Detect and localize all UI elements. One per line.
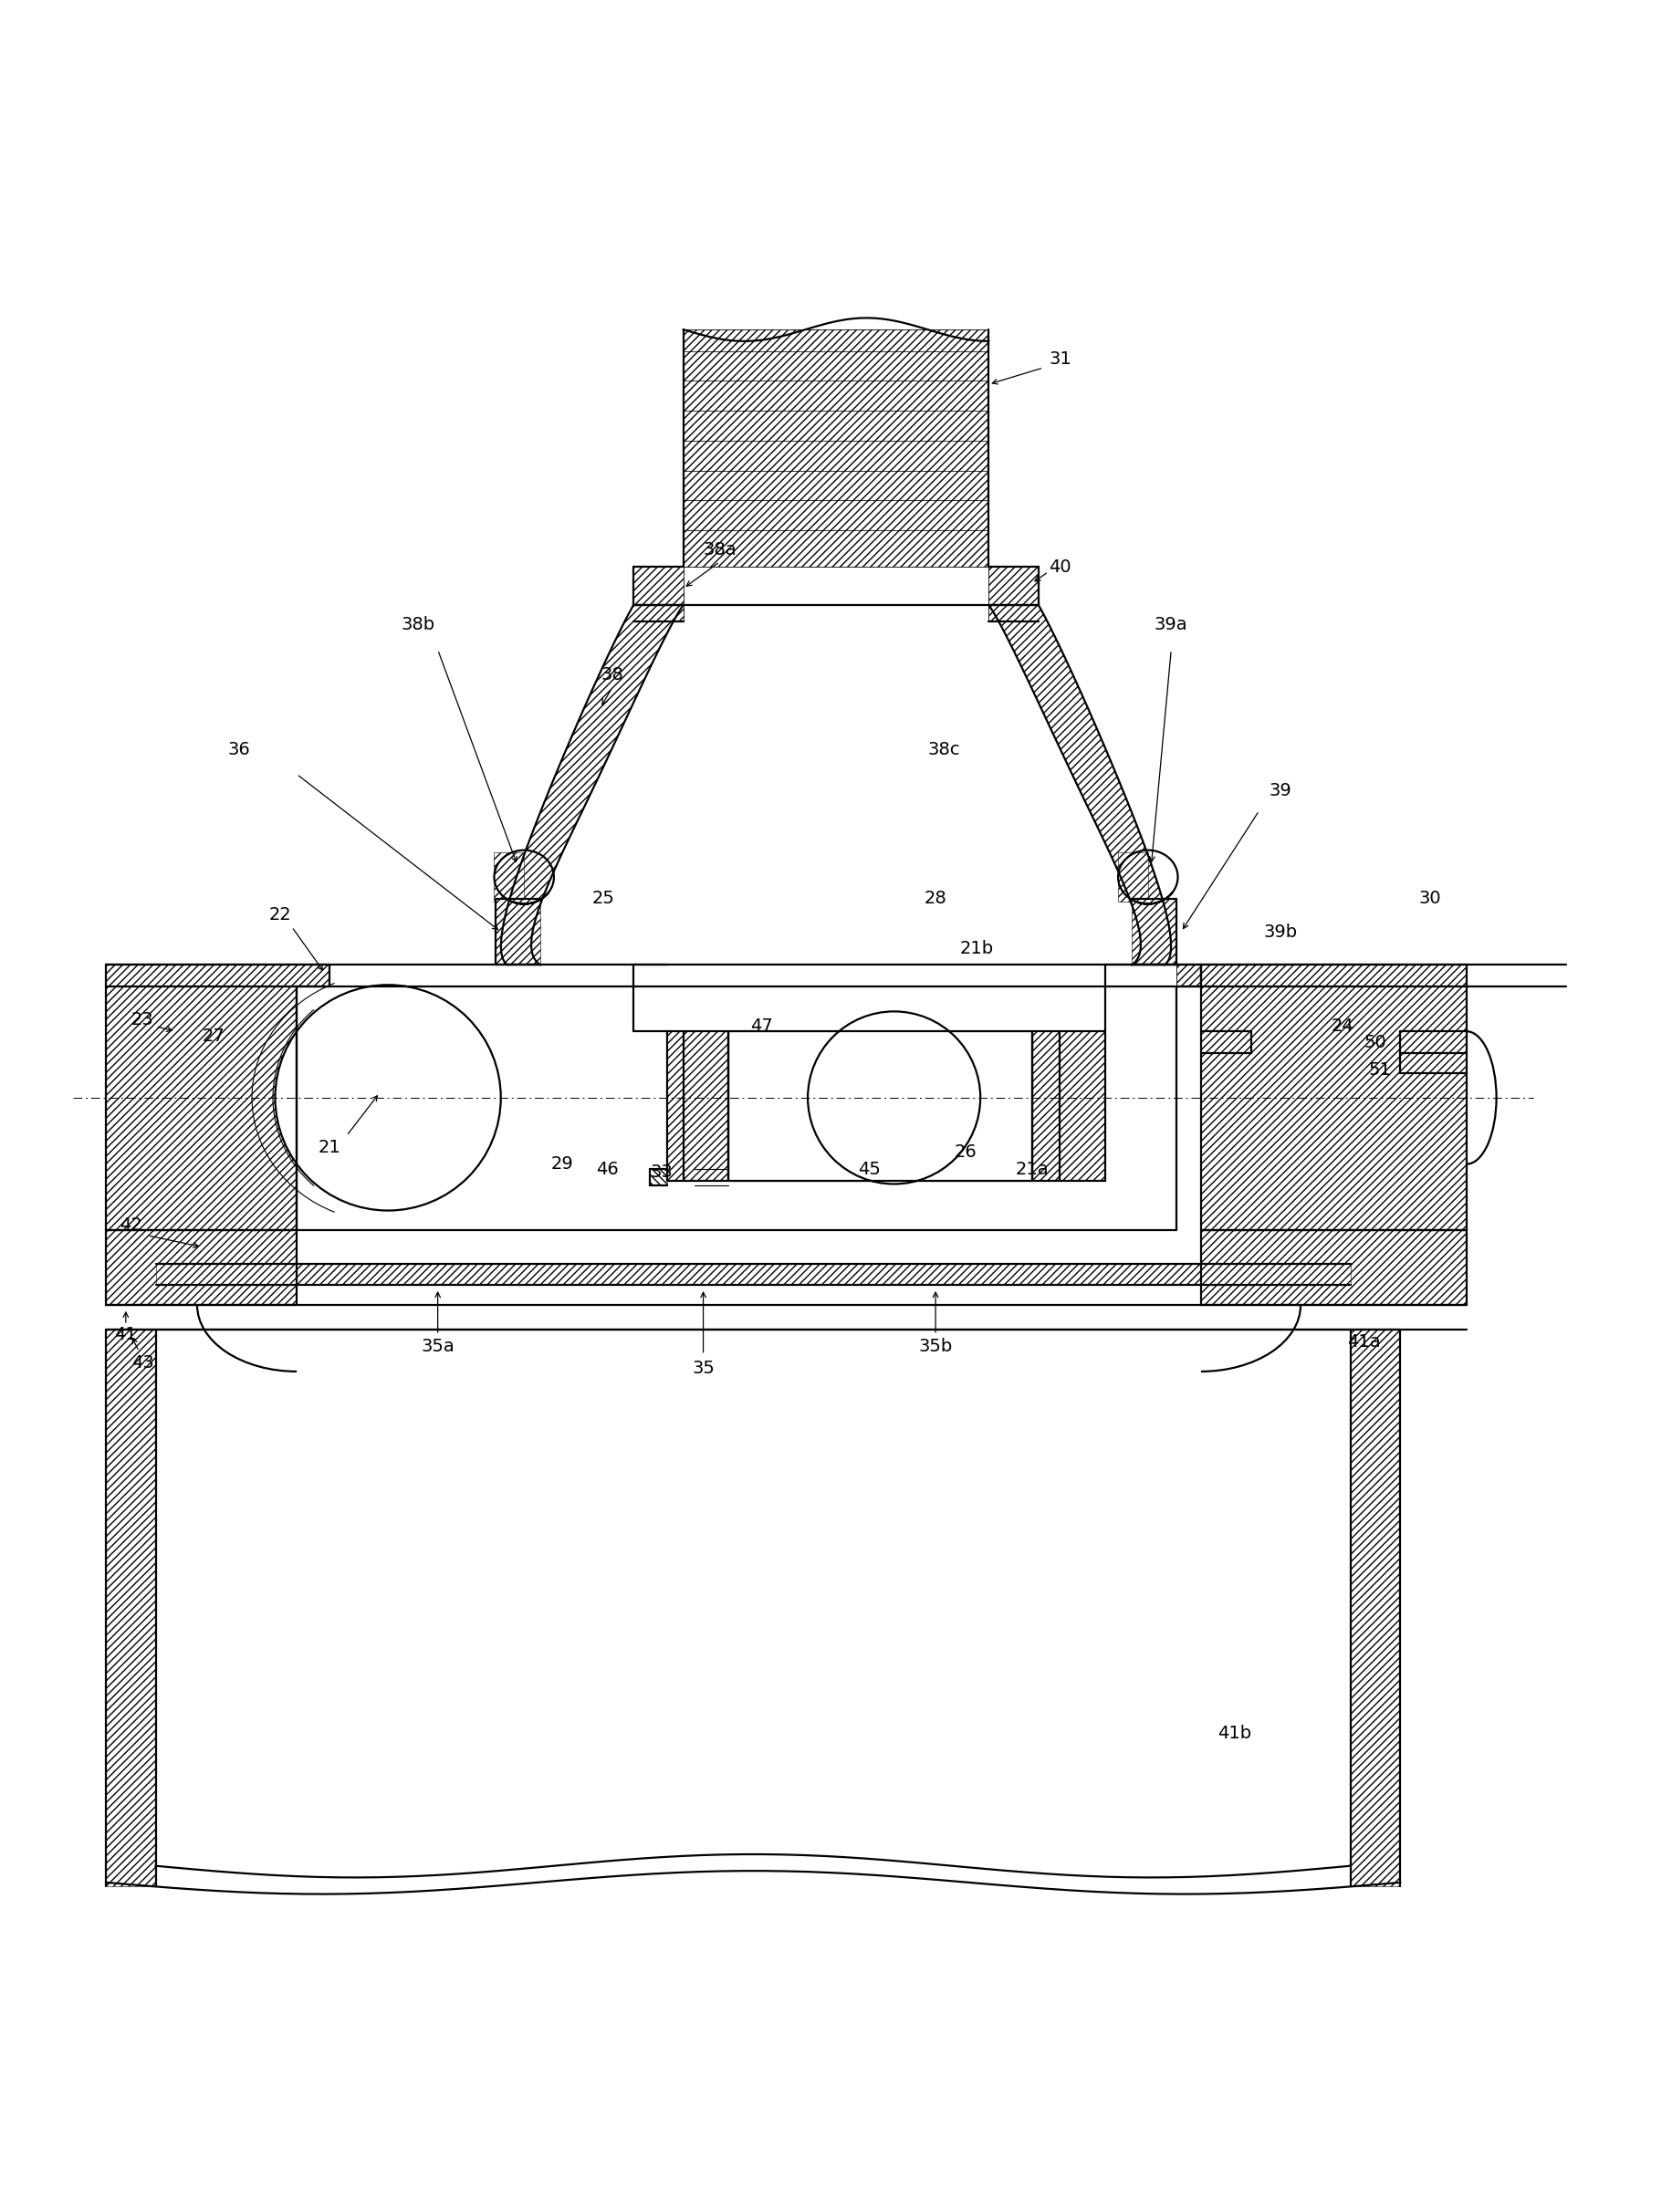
Text: 22: 22 <box>269 907 291 925</box>
Polygon shape <box>1119 852 1149 902</box>
Text: 46: 46 <box>595 1161 619 1177</box>
Polygon shape <box>1200 1031 1251 1053</box>
Polygon shape <box>988 604 1038 622</box>
Text: 31: 31 <box>1048 352 1072 367</box>
Text: 41b: 41b <box>1217 1725 1251 1741</box>
Text: 25: 25 <box>592 889 615 907</box>
Polygon shape <box>1200 1230 1466 1305</box>
Text: 24: 24 <box>1331 1018 1353 1035</box>
Text: 28: 28 <box>925 889 946 907</box>
Polygon shape <box>650 1170 667 1186</box>
Text: 35a: 35a <box>421 1338 455 1356</box>
Polygon shape <box>634 566 684 604</box>
Polygon shape <box>667 1031 1105 1181</box>
Text: 29: 29 <box>550 1155 573 1172</box>
Text: 41a: 41a <box>1348 1334 1381 1349</box>
Text: 51: 51 <box>1369 1062 1391 1077</box>
Text: 30: 30 <box>1420 889 1441 907</box>
Polygon shape <box>684 330 988 566</box>
Polygon shape <box>495 852 523 902</box>
Polygon shape <box>105 1230 296 1305</box>
Text: 40: 40 <box>1048 557 1072 575</box>
Text: 35b: 35b <box>918 1338 953 1356</box>
Text: 50: 50 <box>1364 1035 1386 1051</box>
Text: 21a: 21a <box>1015 1161 1048 1177</box>
Polygon shape <box>1399 1031 1466 1073</box>
Text: 35: 35 <box>692 1360 714 1376</box>
Text: 38: 38 <box>600 666 624 684</box>
Text: 38b: 38b <box>401 617 435 633</box>
Text: 45: 45 <box>858 1161 881 1177</box>
Polygon shape <box>502 604 684 964</box>
Text: 39a: 39a <box>1154 617 1187 633</box>
Circle shape <box>808 1011 980 1183</box>
Text: 39b: 39b <box>1264 922 1297 940</box>
Text: 47: 47 <box>751 1018 772 1035</box>
Polygon shape <box>155 1263 1351 1285</box>
Polygon shape <box>727 1031 1032 1181</box>
Text: 27: 27 <box>202 1029 226 1044</box>
Polygon shape <box>1132 898 1175 964</box>
Polygon shape <box>988 604 1170 964</box>
Polygon shape <box>988 566 1038 604</box>
Polygon shape <box>1200 964 1466 1230</box>
Polygon shape <box>634 604 684 622</box>
Text: 39: 39 <box>1269 783 1292 799</box>
Text: 21b: 21b <box>960 940 993 958</box>
Text: 42: 42 <box>119 1217 142 1234</box>
Text: 38a: 38a <box>704 542 737 560</box>
Text: 26: 26 <box>955 1144 976 1161</box>
Circle shape <box>276 984 502 1210</box>
Text: 21: 21 <box>319 1139 341 1157</box>
Text: 33: 33 <box>650 1164 674 1181</box>
Text: 38c: 38c <box>928 741 960 759</box>
Polygon shape <box>497 898 540 964</box>
Text: 36: 36 <box>227 741 249 759</box>
Text: 23: 23 <box>130 1011 154 1029</box>
Text: 41: 41 <box>114 1327 137 1343</box>
Polygon shape <box>1351 1329 1399 1887</box>
Text: 43: 43 <box>130 1354 154 1371</box>
Polygon shape <box>105 964 329 1230</box>
Polygon shape <box>1175 964 1200 987</box>
Polygon shape <box>105 1329 155 1887</box>
